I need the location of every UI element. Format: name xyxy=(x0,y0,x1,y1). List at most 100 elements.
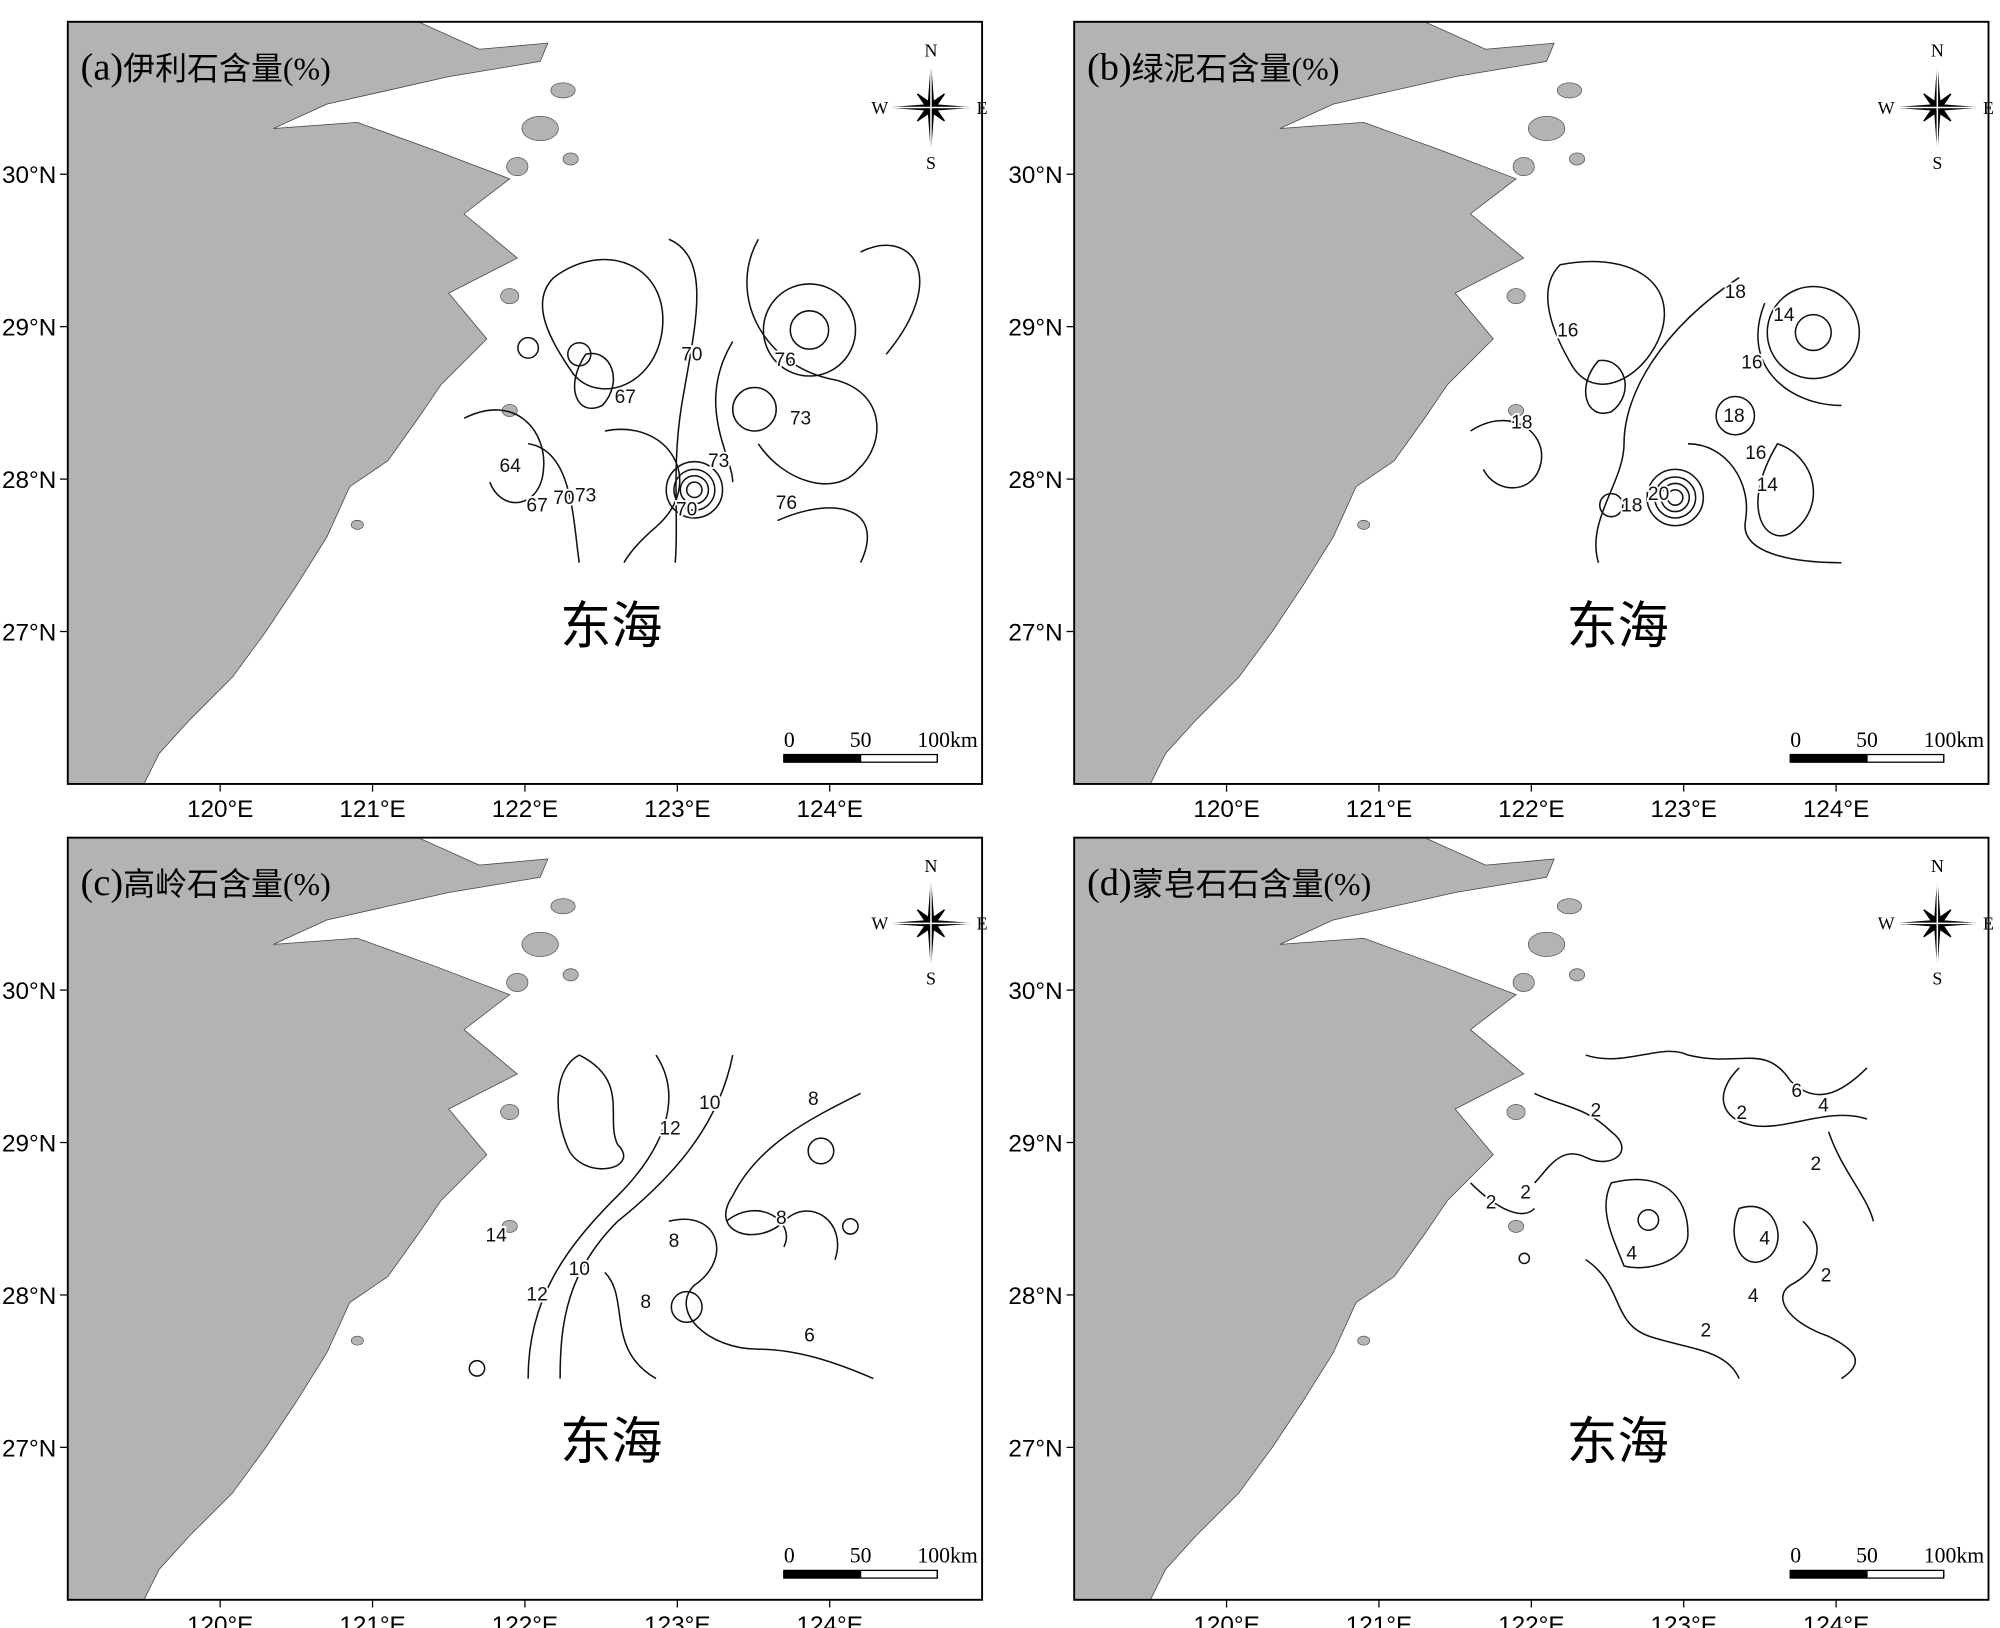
contour-line xyxy=(1827,1131,1875,1222)
contour-label: 18 xyxy=(1723,406,1744,427)
contour-line xyxy=(557,1054,625,1170)
island xyxy=(550,898,576,915)
contour-label: 16 xyxy=(1741,352,1762,373)
contour-line xyxy=(777,507,868,564)
land xyxy=(1074,837,1555,1600)
contour-label: 14 xyxy=(485,1226,507,1247)
island xyxy=(1569,152,1585,166)
contour-line xyxy=(789,310,830,350)
island xyxy=(1506,288,1526,305)
contour-line xyxy=(541,258,664,390)
contour-line xyxy=(1533,1092,1623,1184)
contour-line xyxy=(463,409,545,504)
panel-title: (c)高岭石含量(%) xyxy=(81,862,331,904)
island xyxy=(1556,82,1582,99)
contour-label: 8 xyxy=(776,1208,787,1229)
compass-letter: E xyxy=(1983,98,1994,118)
x-tick-label: 120°E xyxy=(1193,1612,1259,1628)
scale-label: 50 xyxy=(850,1544,872,1568)
compass: N S W E xyxy=(1878,40,1994,173)
contour-line xyxy=(567,342,592,367)
island xyxy=(1357,1335,1371,1346)
scale-label: 50 xyxy=(850,728,872,752)
y-tick-label: 28°N xyxy=(2,1283,56,1310)
contour-label: 6 xyxy=(1791,1081,1802,1102)
contour-line xyxy=(731,386,777,432)
y-tick-label: 29°N xyxy=(1008,1130,1062,1157)
contour-line xyxy=(1637,1209,1660,1232)
contour-line xyxy=(665,460,724,519)
x-tick-label: 123°E xyxy=(1651,796,1717,823)
contour-line xyxy=(1646,468,1705,527)
contour-line xyxy=(673,468,716,512)
contour-label: 12 xyxy=(659,1118,680,1139)
island xyxy=(562,152,579,166)
contour-line xyxy=(1598,492,1624,518)
x-tick-label: 121°E xyxy=(1346,796,1412,823)
contour-line xyxy=(1666,489,1684,506)
contour-label: 70 xyxy=(553,488,574,509)
compass-highlight xyxy=(1898,884,1976,962)
contour-label: 73 xyxy=(708,451,729,472)
scale-label: 0 xyxy=(784,728,795,752)
island xyxy=(521,931,559,957)
contour-line xyxy=(1605,1178,1689,1269)
contour-line xyxy=(1595,276,1740,563)
scale-label: 100km xyxy=(917,728,977,752)
panel-title: (b)绿泥石含量(%) xyxy=(1087,46,1339,88)
compass-letter: S xyxy=(1932,969,1942,989)
compass-highlight xyxy=(892,884,970,962)
contour-line xyxy=(679,474,710,505)
contour-label: 70 xyxy=(681,345,702,366)
x-tick-label: 120°E xyxy=(187,796,253,823)
contour-label: 8 xyxy=(640,1292,651,1313)
island xyxy=(1506,1104,1526,1120)
contour-line xyxy=(559,1054,734,1379)
compass-letter: W xyxy=(871,98,888,118)
contour-line xyxy=(573,352,614,410)
contour-label: 8 xyxy=(669,1231,680,1252)
island xyxy=(1512,973,1535,992)
contour-line xyxy=(1585,1259,1740,1379)
x-tick-label: 120°E xyxy=(1193,796,1259,823)
island xyxy=(1556,898,1582,915)
y-tick-label: 27°N xyxy=(2,619,56,646)
x-tick-label: 124°E xyxy=(796,796,862,823)
y-tick-label: 28°N xyxy=(1008,467,1062,494)
contour-line xyxy=(1470,419,1543,489)
scale-label: 0 xyxy=(784,1544,795,1568)
y-tick-label: 30°N xyxy=(1008,162,1062,189)
contour-line xyxy=(1715,395,1756,436)
island xyxy=(521,116,559,141)
contour-line xyxy=(1687,443,1842,564)
compass-letter: S xyxy=(926,153,936,173)
compass-letter: N xyxy=(924,40,937,60)
scale-label: 100km xyxy=(1924,1544,1984,1568)
x-tick-label: 123°E xyxy=(644,796,710,823)
panel-title: (a)伊利石含量(%) xyxy=(81,46,331,88)
compass: N S W E xyxy=(1878,856,1994,989)
x-tick-label: 123°E xyxy=(644,1612,710,1628)
land xyxy=(67,21,549,784)
contour-label: 10 xyxy=(569,1259,590,1280)
x-tick-label: 122°E xyxy=(492,796,558,823)
contour-label: 20 xyxy=(1648,484,1669,505)
compass-letter: N xyxy=(1931,40,1944,60)
x-tick-label: 123°E xyxy=(1651,1612,1717,1628)
contour-line xyxy=(668,1218,874,1380)
x-tick-label: 124°E xyxy=(1803,796,1869,823)
scale-label: 0 xyxy=(1790,1544,1801,1568)
contour-line xyxy=(604,1271,657,1380)
contour-label: 2 xyxy=(1591,1100,1602,1121)
panel-label: (b) xyxy=(1087,46,1132,88)
contour-line xyxy=(685,481,703,499)
x-tick-label: 120°E xyxy=(187,1612,253,1628)
island xyxy=(506,157,529,177)
map-panel: 6 2 4 2 2 2 2 4 4 2 4 2 (d)蒙皂石石含量(%) 东海 N S W E 0 50 100km 12… xyxy=(1008,836,1994,1628)
panel-title-text: 伊利石含量(%) xyxy=(123,51,331,86)
compass-letter: S xyxy=(926,969,936,989)
y-tick-label: 27°N xyxy=(1008,619,1062,646)
scale-bar-fill xyxy=(783,1570,861,1579)
contour-label: 4 xyxy=(1759,1228,1770,1249)
